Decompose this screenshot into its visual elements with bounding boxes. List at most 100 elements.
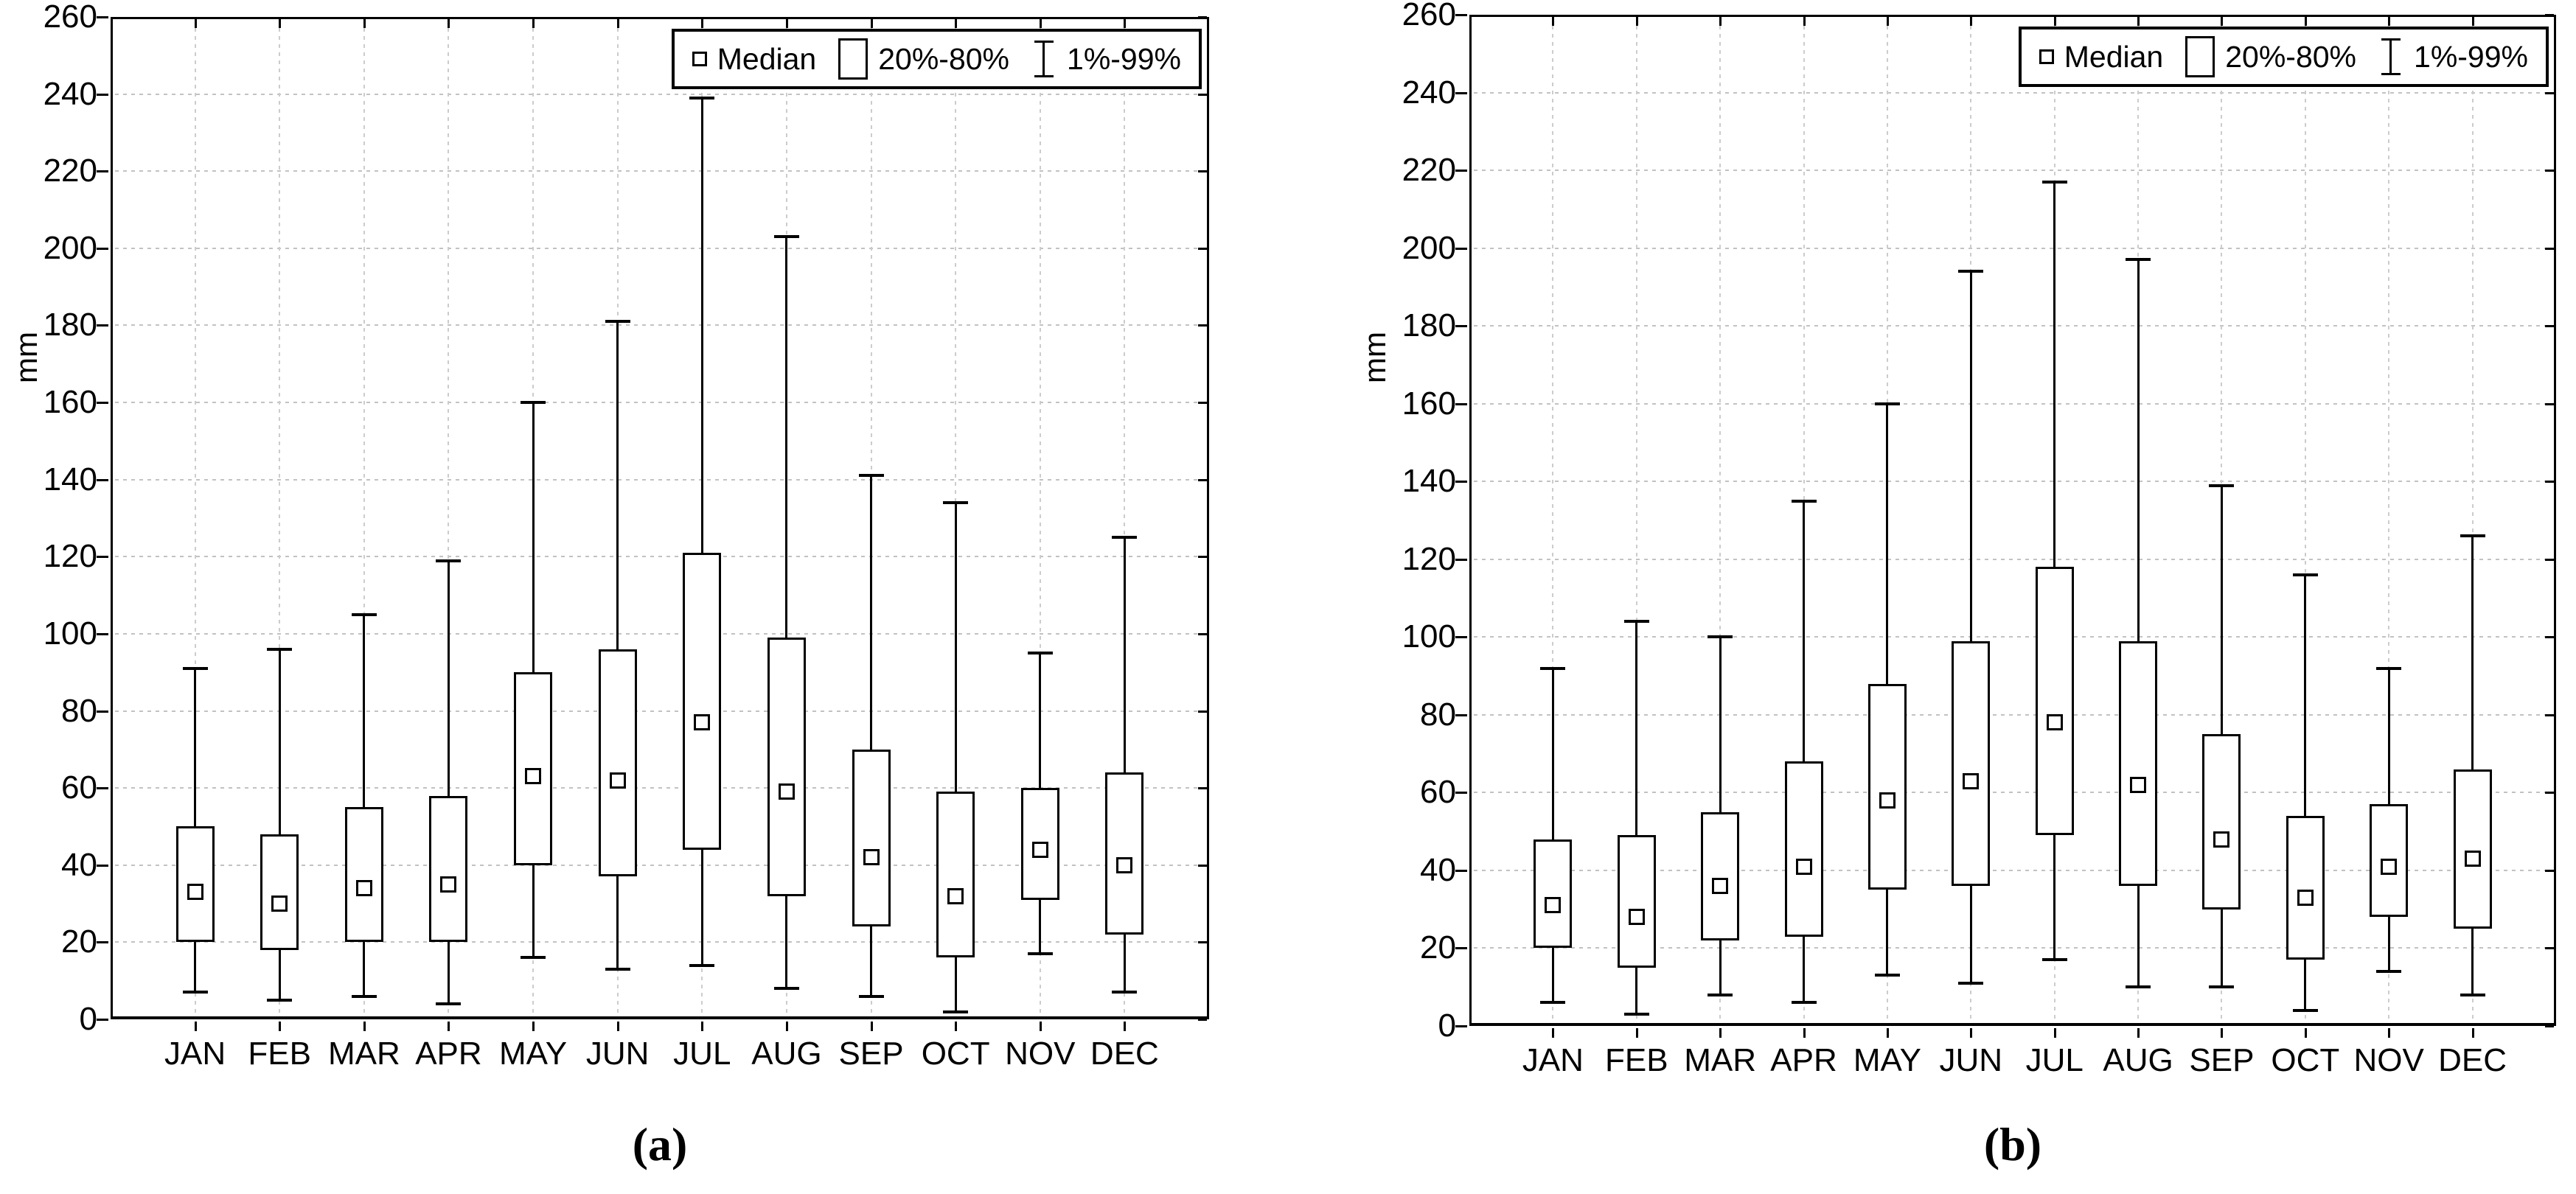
whisker-cap-top [267, 647, 293, 651]
gridline-horizontal [115, 170, 1205, 172]
x-tick-label-sep: SEP [838, 1036, 904, 1072]
x-tick-label-aug: AUG [2103, 1042, 2173, 1078]
range-box-20-80 [2035, 567, 2074, 836]
x-tick-label-jul: JUL [2025, 1042, 2084, 1078]
y-tick-label-40: 40 [1420, 851, 1456, 888]
range-box-20-80 [598, 649, 637, 877]
gridline-horizontal [115, 478, 1205, 481]
y-tick-label-220: 220 [43, 153, 97, 189]
x-tick-bottom [2137, 1028, 2140, 1038]
x-tick-top [1970, 17, 1973, 26]
y-tick-label-200: 200 [43, 229, 97, 266]
median-marker [1712, 878, 1729, 895]
range-box-20-80 [683, 553, 722, 850]
range-box-20-80 [936, 792, 975, 958]
x-tick-top [2137, 17, 2140, 26]
x-tick-label-jun: JUN [1939, 1042, 2003, 1078]
x-tick-top [1803, 17, 1806, 26]
y-tick-label-40: 40 [61, 846, 97, 883]
whisker-line [2304, 574, 2307, 1010]
y-tick-label-220: 220 [1402, 152, 1456, 189]
x-tick-top [532, 19, 535, 28]
whisker-cap-bottom [1112, 991, 1138, 994]
chart-panel-a: mm Median 20%-80% 1%-99% (a) 0 20 40 60 80 100 1… [9, 0, 1209, 1170]
y-tick-left [1455, 402, 1467, 405]
median-marker [947, 887, 964, 904]
median-marker [2213, 831, 2230, 848]
gridline-horizontal [1474, 558, 2552, 560]
gridline-vertical [1039, 20, 1041, 1016]
whisker-cap-bottom [351, 994, 377, 998]
whisker-cap-top [1874, 402, 1900, 405]
whisker-line [2137, 259, 2140, 988]
y-tick-left [1455, 947, 1467, 950]
x-tick-label-oct: OCT [921, 1036, 990, 1072]
y-tick-label-260: 260 [43, 0, 97, 35]
whisker-cap-top [436, 559, 462, 562]
legend-box: Median 20%-80% 1%-99% [2018, 27, 2549, 87]
gridline-vertical [1124, 20, 1126, 1016]
y-tick-left [97, 402, 108, 405]
median-marker [863, 849, 880, 866]
whisker-cap-bottom [2460, 993, 2485, 996]
x-tick-label-apr: APR [1770, 1042, 1837, 1078]
gridline-horizontal [115, 632, 1205, 635]
gridline-vertical [363, 20, 365, 1016]
y-tick-right [2545, 402, 2554, 405]
y-tick-right [1198, 402, 1207, 405]
plot-area: Median 20%-80% 1%-99% [1455, 14, 2556, 1038]
 [1042, 41, 1045, 77]
median-icon [2039, 49, 2054, 64]
y-tick-right [1198, 478, 1207, 481]
range-box-20-80 [767, 638, 806, 896]
x-tick-top [785, 19, 788, 28]
 [2381, 73, 2401, 75]
x-tick-top [1124, 19, 1127, 28]
x-tick-label-aug: AUG [751, 1036, 822, 1072]
x-tick-top [448, 19, 450, 28]
y-tick-right [2545, 636, 2554, 639]
whisker-cap-bottom [1874, 974, 1900, 977]
range-box-20-80 [1020, 788, 1059, 900]
median-marker [355, 880, 372, 897]
y-tick-right [2545, 869, 2554, 872]
whisker-cap-bottom [689, 963, 715, 967]
y-tick-label-100: 100 [1402, 618, 1456, 655]
x-tick-label-jun: JUN [585, 1036, 650, 1072]
x-tick-bottom [448, 1022, 450, 1031]
range-box-20-80 [1701, 811, 1740, 940]
gridline-horizontal [1474, 713, 2552, 716]
y-tick-right [2545, 325, 2554, 328]
whisker-cap-top [2041, 180, 2067, 184]
whisker-cap-top [2460, 534, 2485, 538]
whisker-cap-top [2376, 666, 2402, 670]
x-tick-label-feb: FEB [1604, 1042, 1668, 1078]
whisker-cap-top [2292, 573, 2318, 576]
x-tick-label-oct: OCT [2271, 1042, 2340, 1078]
x-tick-bottom [1803, 1028, 1806, 1038]
x-tick-top [955, 19, 958, 28]
legend-label-median: Median [717, 41, 817, 76]
x-tick-label-jan: JAN [1522, 1042, 1584, 1078]
gridline-horizontal [1474, 247, 2552, 249]
legend-item-median: Median [692, 42, 816, 77]
y-tick-left [1455, 170, 1467, 172]
gridline-horizontal [115, 324, 1205, 327]
whisker-line [1803, 500, 1806, 1003]
whisker-cap-bottom [1540, 1001, 1566, 1005]
whisker-line [447, 560, 450, 1005]
y-tick-label-180: 180 [1402, 307, 1456, 344]
x-tick-bottom [1970, 1028, 1973, 1038]
y-tick-label-80: 80 [1420, 696, 1456, 733]
x-tick-top [194, 19, 197, 28]
figure-caption-b: (b) [1983, 1118, 2042, 1170]
legend-item-box-range: 20%-80% [838, 38, 1009, 80]
gridline-vertical [2388, 18, 2390, 1022]
x-tick-bottom [955, 1022, 958, 1031]
y-tick-right [2545, 792, 2554, 795]
gridline-horizontal [1474, 481, 2552, 483]
whisker-cap-top [1112, 536, 1138, 540]
whisker-cap-top [1958, 270, 1984, 273]
whisker-cap-bottom [2376, 970, 2402, 974]
plot-frame-left [1469, 15, 1472, 1026]
